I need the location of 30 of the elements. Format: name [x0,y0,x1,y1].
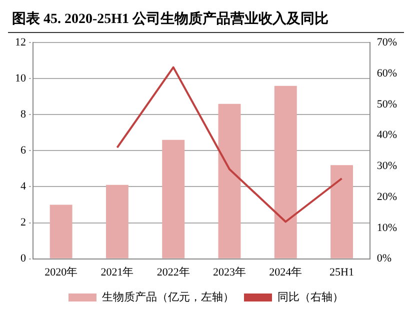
chart-title: 图表 45. 2020-25H1 公司生物质产品营业收入及同比 [8,8,404,33]
y-tick-label: 2 [20,216,26,229]
y2-tick-label: 0% [376,252,392,265]
bar [274,86,297,258]
y2-tick-label: 70% [376,36,398,48]
y-tick-label: 8 [20,108,26,121]
y2-tick-label: 40% [376,129,398,142]
y-tick-label: 6 [20,144,26,157]
y2-tick-label: 50% [376,98,398,110]
bar [330,165,353,258]
y2-tick-label: 30% [376,160,398,172]
y2-tick-label: 60% [376,67,398,80]
legend-label: 同比（右轴） [278,290,344,304]
x-tick-label: 2024年 [269,266,302,278]
bar [218,104,241,258]
x-tick-label: 2020年 [44,266,78,278]
x-tick-label: 25H1 [330,266,354,278]
legend-label: 生物质产品（亿元，左轴） [102,290,234,304]
y-tick-label: 4 [20,180,26,193]
y2-tick-label: 10% [376,222,398,234]
x-tick-label: 2023年 [212,266,246,278]
y-tick-label: 0 [20,252,26,265]
bar [106,184,128,258]
bar [50,204,72,258]
y-tick-label: 10 [15,72,26,85]
y-tick-label: 12 [15,36,26,48]
y2-tick-label: 20% [376,190,398,203]
x-tick-label: 2022年 [156,266,190,278]
x-tick-label: 2021年 [100,266,134,278]
bar [162,140,185,258]
